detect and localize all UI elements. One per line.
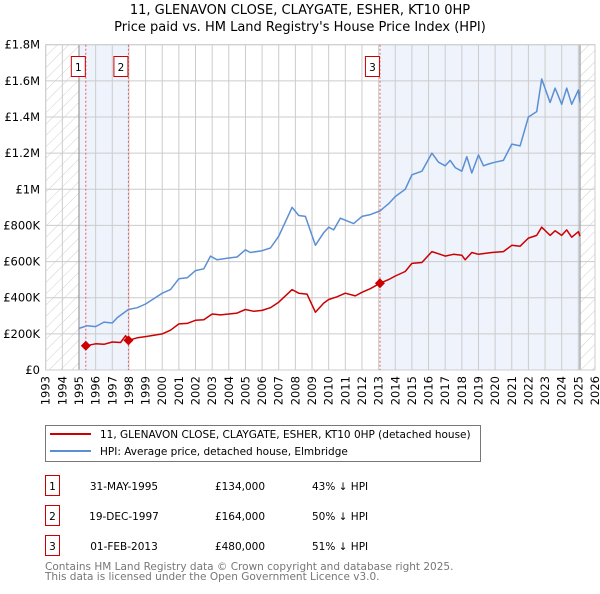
row-hpi-delta: 50% ↓ HPI (312, 511, 368, 523)
ownership-shade-1 (78, 44, 129, 370)
sale-label: 2 (118, 62, 125, 74)
y-tick-label: £200K (3, 327, 40, 341)
property-line (85, 226, 581, 347)
x-tick-label: 2017 (438, 376, 452, 405)
sale-label-box (113, 56, 129, 77)
x-tick-label: 2015 (405, 376, 419, 405)
table-row: 2 19-DEC-1997 £164,000 50% ↓ HPI (45, 505, 368, 526)
hpi-line (78, 78, 581, 330)
sale-label: 3 (369, 62, 376, 74)
x-tick-label: 2019 (471, 376, 485, 405)
row-date: 19-DEC-1997 (89, 511, 159, 523)
row-number-box (45, 505, 60, 526)
x-tick-label: 2018 (455, 376, 469, 405)
x-tick-label: 2010 (322, 376, 336, 405)
x-tick-label: 2020 (488, 376, 502, 405)
x-tick-label: 1996 (89, 376, 103, 405)
x-tick-label: 2022 (521, 376, 535, 405)
row-date: 31-MAY-1995 (90, 481, 158, 493)
chart-subtitle: Price paid vs. HM Land Registry's House … (114, 20, 486, 35)
sale-label-box (364, 56, 380, 77)
legend-hpi-label: HPI: Average price, detached house, Elmb… (100, 446, 348, 458)
row-number: 2 (49, 511, 56, 523)
legend-property-label: 11, GLENAVON CLOSE, CLAYGATE, ESHER, KT1… (100, 429, 471, 441)
x-tick-label: 2002 (189, 376, 203, 405)
plot-frame (45, 44, 596, 371)
x-tick-label: 2008 (288, 376, 302, 405)
y-tick-label: £1.8M (4, 38, 40, 52)
x-tick-label: 1999 (139, 376, 153, 405)
sale-point (374, 278, 385, 289)
sale-label-box (70, 56, 86, 77)
row-price: £164,000 (215, 511, 265, 523)
x-tick-label: 2025 (571, 376, 585, 405)
legend: 11, GLENAVON CLOSE, CLAYGATE, ESHER, KT1… (45, 425, 481, 462)
x-tick-label: 1993 (39, 376, 53, 405)
y-tick-label: £1.2M (4, 146, 40, 160)
x-tick-label: 2023 (538, 376, 552, 405)
row-price: £480,000 (215, 541, 265, 553)
y-tick-label: £0 (25, 363, 40, 377)
row-number-box (45, 475, 60, 496)
x-tick-label: 1997 (105, 376, 119, 405)
row-hpi-delta: 51% ↓ HPI (312, 541, 368, 553)
x-tick-label: 2004 (222, 376, 236, 405)
no-data-hatch-right (580, 44, 595, 370)
x-tick-label: 2024 (555, 376, 569, 405)
row-hpi-delta: 43% ↓ HPI (312, 481, 368, 493)
x-tick-label: 1998 (122, 376, 136, 405)
y-tick-label: £400K (3, 291, 40, 305)
ownership-shade-2 (379, 44, 581, 370)
x-tick-label: 2006 (255, 376, 269, 405)
footer-line-1: Contains HM Land Registry data © Crown c… (45, 561, 453, 573)
x-tick-label: 2016 (422, 376, 436, 405)
x-tick-label: 2011 (338, 376, 352, 405)
row-date: 01-FEB-2013 (90, 541, 158, 553)
x-tick-label: 2007 (272, 376, 286, 405)
table-row: 3 01-FEB-2013 £480,000 51% ↓ HPI (45, 535, 368, 556)
x-tick-label: 2000 (155, 376, 169, 405)
footer-line-2: This data is licensed under the Open Gov… (44, 571, 380, 583)
sales-table: 1 31-MAY-1995 £134,000 43% ↓ HPI 2 19-DEC-199… (45, 475, 368, 556)
sale-label: 1 (75, 62, 82, 74)
x-tick-label: 2012 (355, 376, 369, 405)
y-tick-label: £600K (3, 255, 40, 269)
y-tick-label: £1M (15, 182, 40, 196)
row-number: 1 (49, 481, 56, 493)
x-tick-label: 2013 (372, 376, 386, 405)
x-tick-label: 1994 (55, 376, 69, 405)
x-tick-label: 2014 (388, 376, 402, 405)
x-tick-label: 2026 (588, 376, 600, 405)
x-tick-label: 2021 (505, 376, 519, 405)
y-tick-label: £1.6M (4, 74, 40, 88)
row-price: £134,000 (215, 481, 265, 493)
x-tick-label: 2001 (172, 376, 186, 405)
sale-point (80, 340, 91, 351)
x-tick-label: 2009 (305, 376, 319, 405)
x-tick-label: 1995 (72, 376, 86, 405)
row-number-box (45, 535, 60, 556)
table-row: 1 31-MAY-1995 £134,000 43% ↓ HPI (45, 475, 368, 496)
chart-title: 11, GLENAVON CLOSE, CLAYGATE, ESHER, KT1… (130, 3, 470, 18)
row-number: 3 (49, 541, 56, 553)
x-tick-label: 2005 (238, 376, 252, 405)
sale-point (123, 335, 134, 346)
y-tick-label: £800K (3, 218, 40, 232)
x-tick-label: 2003 (205, 376, 219, 405)
y-tick-label: £1.4M (4, 110, 40, 124)
